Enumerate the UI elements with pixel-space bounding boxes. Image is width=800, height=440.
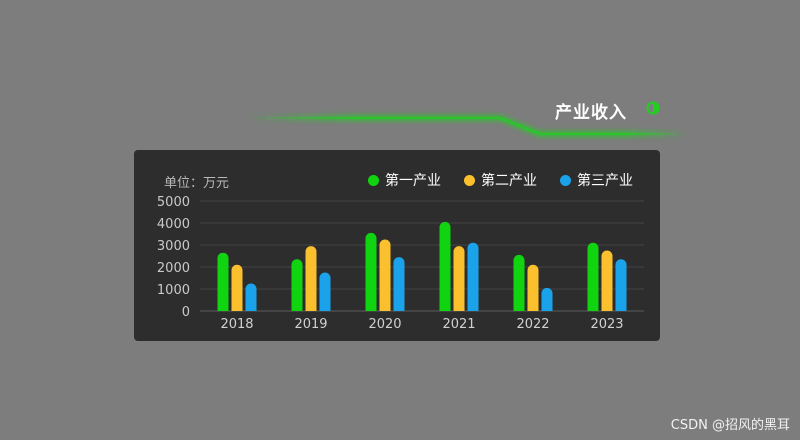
- bar: [319, 272, 331, 311]
- legend-item-3[interactable]: 第三产业: [560, 171, 633, 189]
- bar: [527, 264, 539, 311]
- x-tick-label: 2019: [294, 317, 327, 332]
- x-tick-label: 2020: [368, 317, 401, 332]
- bar: [231, 264, 243, 311]
- legend-dot: [368, 174, 379, 186]
- unit-label: 单位：万元: [164, 176, 230, 191]
- y-tick-label: 3000: [157, 239, 190, 254]
- bar: [453, 246, 465, 311]
- legend-label: 第三产业: [577, 173, 633, 189]
- legend-label: 第二产业: [481, 173, 537, 189]
- y-tick-label: 4000: [157, 217, 190, 232]
- legend-dot: [560, 174, 571, 186]
- y-tick-label: 1000: [157, 283, 190, 298]
- bar: [379, 239, 391, 311]
- chart-title: 产业收入: [555, 103, 627, 123]
- bar: [513, 254, 525, 311]
- y-tick-label: 0: [182, 305, 190, 320]
- bar: [467, 242, 479, 311]
- x-tick-label: 2023: [590, 317, 623, 332]
- bar: [615, 259, 627, 311]
- x-tick-label: 2018: [220, 317, 253, 332]
- y-tick-label: 2000: [157, 261, 190, 276]
- half-circle-icon: [646, 101, 660, 115]
- bar: [393, 257, 405, 311]
- bar: [217, 252, 229, 311]
- bar: [305, 246, 317, 311]
- x-tick-label: 2021: [442, 317, 475, 332]
- bar: [541, 287, 553, 311]
- bar: [587, 242, 599, 311]
- legend-label: 第一产业: [385, 173, 441, 189]
- legend-item-1[interactable]: 第一产业: [368, 171, 441, 189]
- x-tick-label: 2022: [516, 317, 549, 332]
- bar: [439, 221, 451, 311]
- legend-item-2[interactable]: 第二产业: [464, 171, 537, 189]
- legend-dot: [464, 174, 475, 186]
- watermark: CSDN @招风的黑耳: [670, 418, 790, 433]
- title-decoration-line: [248, 115, 688, 137]
- y-tick-label: 5000: [157, 195, 190, 210]
- bar: [365, 232, 377, 311]
- bar: [245, 283, 257, 311]
- bar: [601, 250, 613, 311]
- bar: [291, 259, 303, 311]
